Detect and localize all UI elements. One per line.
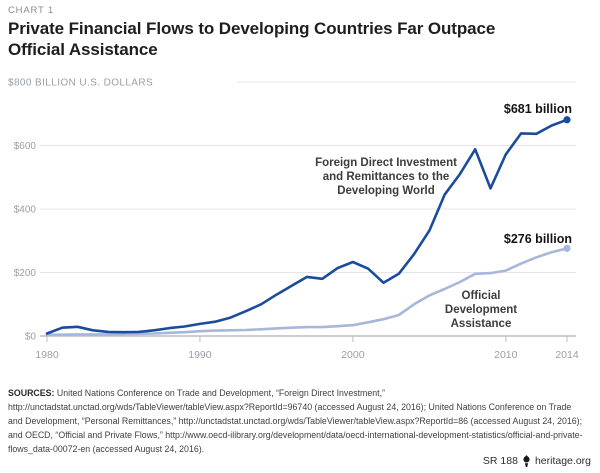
oda-end-dot	[563, 244, 571, 252]
y-axis-label-200: $200	[14, 268, 37, 279]
x-axis-label-1990: 1990	[188, 349, 212, 361]
y-axis-label-600: $600	[14, 141, 37, 152]
report-number: SR 188	[482, 454, 518, 467]
oda-series-label-line-1: Official	[462, 290, 501, 302]
sources-label: SOURCES:	[8, 387, 55, 398]
x-axis-label-2000: 2000	[341, 349, 365, 361]
fdi-end-value-label: $681 billion	[504, 102, 572, 116]
x-axis-label-2014: 2014	[555, 349, 579, 361]
page-title: Private Financial Flows to Developing Co…	[8, 19, 496, 60]
oda-series-label-line-2: Development	[445, 304, 517, 316]
line-chart: $0 $200 $400 $600 $800 BILLION U.S. DOLLARS 1…	[0, 72, 600, 372]
fdi-remittances-line	[45, 118, 569, 335]
sources-note: SOURCES: United Nations Conference on Tr…	[8, 386, 586, 456]
oda-end-value-label: $276 billion	[504, 232, 572, 246]
x-axis-label-2010: 2010	[494, 349, 518, 361]
fdi-series-label-line-2: and Remittances to the	[323, 171, 450, 183]
fdi-series-label-line-3: Developing World	[337, 185, 435, 197]
x-axis-label-1980: 1980	[35, 349, 59, 361]
oda-line	[45, 247, 569, 337]
site-name: heritage.org	[534, 454, 591, 467]
heritage-torch-icon	[522, 454, 531, 467]
fdi-series-label-line-1: Foreign Direct Investment	[315, 157, 457, 169]
chart-kicker: CHART 1	[8, 5, 54, 16]
chart-canvas: $0 $200 $400 $600 $800 BILLION U.S. DOLLARS 1…	[8, 78, 579, 362]
y-axis-label-400: $400	[14, 205, 37, 216]
footer-credit: SR 188 heritage.org	[483, 454, 591, 467]
y-axis-label-800: $800 BILLION U.S. DOLLARS	[8, 78, 153, 89]
sources-text: United Nations Conference on Trade and D…	[8, 387, 583, 455]
oda-series-label-line-3: Assistance	[451, 318, 512, 330]
y-axis-label-0: $0	[25, 332, 37, 343]
fdi-remittances-end-dot	[563, 116, 571, 124]
